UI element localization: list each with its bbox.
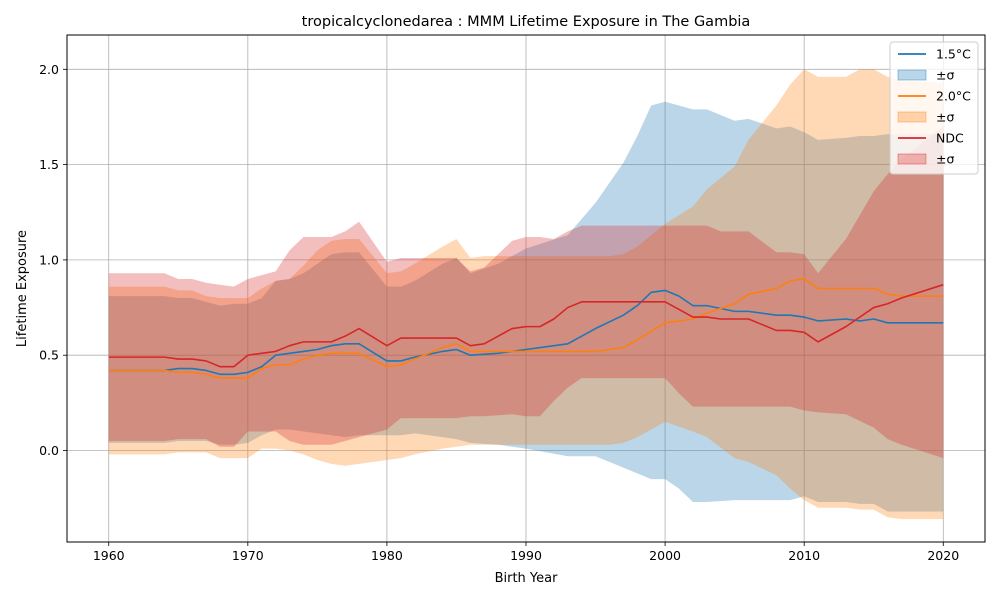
legend-label: ±σ: [936, 110, 954, 125]
y-axis-label: Lifetime Exposure: [15, 230, 30, 347]
legend-band-swatch: [897, 69, 927, 81]
std-bands: [108, 69, 944, 520]
legend-band-swatch: [897, 111, 927, 123]
y-tick-label: 2.0: [39, 62, 59, 77]
y-tick-label: 1.5: [39, 157, 59, 172]
grid-lines: [67, 35, 985, 542]
axis-ticks: 1960 1970 1980 1990 2000 2010 2020 0.0 0.5 1.0 1.5…: [39, 62, 959, 563]
mean-line-0: [108, 289, 944, 376]
x-tick-label: 2000: [649, 548, 681, 563]
x-axis-label: Birth Year: [495, 571, 559, 586]
legend-band-swatch: [897, 153, 927, 165]
y-tick-label: 0.5: [39, 348, 59, 363]
x-tick-label: 1980: [371, 548, 403, 563]
mean-lines: [108, 278, 944, 379]
std-band-0: [108, 101, 944, 512]
legend-box: [889, 41, 979, 175]
y-tick-label: 1.0: [39, 252, 59, 267]
std-band-2: [108, 126, 944, 459]
x-tick-label: 1960: [93, 548, 125, 563]
legend-label: ±σ: [936, 68, 954, 83]
x-tick-label: 1970: [232, 548, 264, 563]
y-tick-label: 0.0: [39, 443, 59, 458]
std-band-1: [108, 69, 944, 520]
legend-label: ±σ: [936, 152, 954, 167]
legend-label: NDC: [936, 131, 964, 146]
x-tick-label: 1990: [510, 548, 542, 563]
legend: 1.5°C ±σ 2.0°C ±σ NDC ±σ: [889, 41, 979, 175]
legend-label: 2.0°C: [936, 89, 971, 104]
legend-label: 1.5°C: [936, 47, 971, 62]
x-tick-label: 2020: [927, 548, 959, 563]
mean-line-2: [108, 283, 944, 368]
chart-title: tropicalcyclonedarea : MMM Lifetime Expo…: [302, 14, 751, 30]
mean-line-1: [108, 278, 944, 379]
x-tick-label: 2010: [788, 548, 820, 563]
